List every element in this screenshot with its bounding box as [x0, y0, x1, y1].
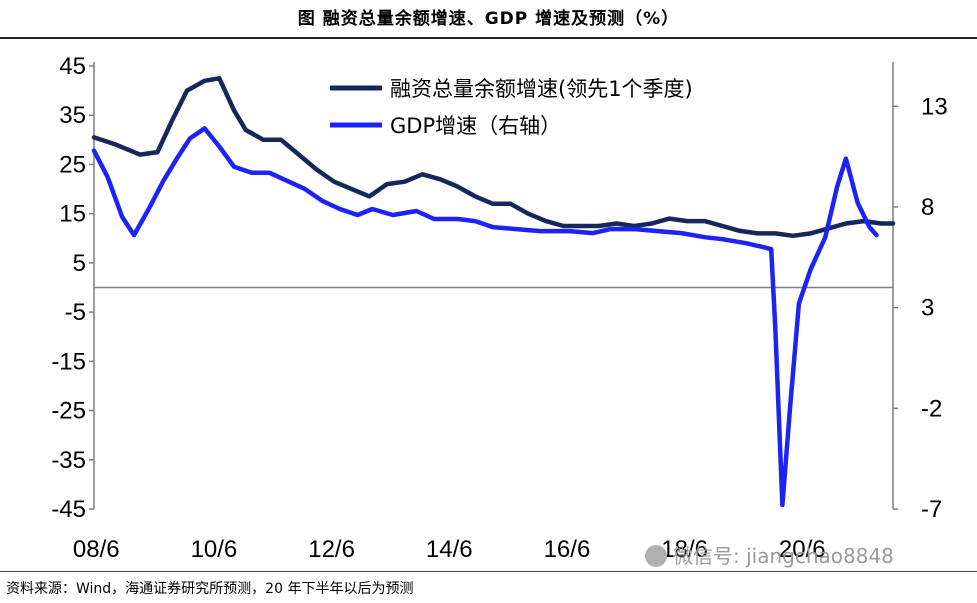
x-tick-label: 08/6: [73, 536, 120, 563]
left-tick-label: 25: [59, 151, 86, 178]
wechat-icon: [645, 545, 667, 567]
right-tick-label: 13: [921, 93, 948, 120]
right-tick-label: 8: [921, 194, 934, 221]
figure-title: 图 融资总量余额增速、GDP 增速及预测（%）: [297, 9, 680, 29]
x-tick-label: 12/6: [308, 536, 355, 563]
chart: 45 35 25 15 5 -5 -15 -25 -35 -45 13 8 3 -2 -7 08/6 10/6 1…: [51, 53, 947, 563]
footer-rule: [0, 571, 977, 572]
left-tick-label: 45: [59, 53, 86, 80]
series-line-financing: [91, 76, 896, 239]
right-tick-label: -7: [921, 496, 942, 523]
left-tick-label: 35: [59, 102, 86, 129]
legend-label-financing: 融资总量余额增速(领先1个季度): [390, 77, 693, 101]
left-tick-label: -5: [65, 299, 86, 326]
left-tick-label: -15: [51, 348, 86, 375]
x-tick-label: 18/6: [661, 536, 708, 563]
source-note: 资料来源：Wind，海通证券研究所预测，20 年下半年以后为预测: [6, 581, 414, 597]
left-tick-label: 15: [59, 201, 86, 228]
left-tick-label: -45: [51, 496, 86, 523]
x-tick-label: 10/6: [191, 536, 238, 563]
series-layer: [91, 76, 896, 508]
x-tick-label: 20/6: [779, 536, 826, 563]
left-tick-label: -35: [51, 447, 86, 474]
axes-layer: 45 35 25 15 5 -5 -15 -25 -35 -45 13 8 3 -2 -7 08/6 10/6 1…: [51, 53, 947, 563]
series-line-gdp: [91, 126, 879, 508]
x-tick-label: 16/6: [544, 536, 591, 563]
right-tick-label: -2: [921, 395, 942, 422]
left-tick-label: 5: [73, 250, 86, 277]
x-tick-label: 14/6: [426, 536, 473, 563]
right-tick-label: 3: [921, 295, 934, 322]
watermark: 微信号: jiangchao8848: [645, 540, 894, 569]
watermark-text: 微信号: jiangchao8848: [673, 544, 894, 568]
legend-layer: 融资总量余额增速(领先1个季度) GDP增速（右轴）: [330, 77, 693, 138]
left-tick-label: -25: [51, 398, 86, 425]
legend-label-gdp: GDP增速（右轴）: [390, 114, 561, 138]
title-rule: [0, 37, 977, 39]
